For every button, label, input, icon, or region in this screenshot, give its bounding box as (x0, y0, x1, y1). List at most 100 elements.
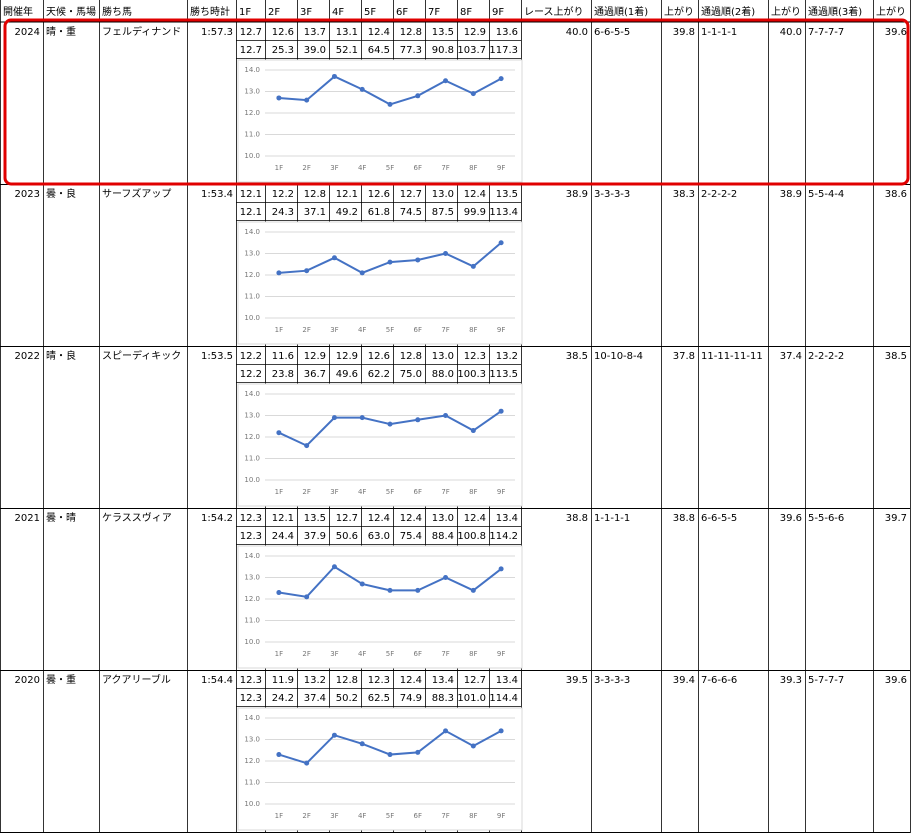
x-tick-label: 6F (414, 812, 422, 820)
x-tick-label: 5F (386, 488, 394, 496)
cumulative-cell: 88.3 (432, 693, 454, 704)
column-header: 6F (396, 7, 408, 18)
x-tick-label: 7F (441, 164, 449, 172)
y-tick-label: 14.0 (244, 228, 260, 236)
lap-point (470, 428, 476, 434)
y-tick-label: 11.0 (244, 131, 260, 139)
x-tick-label: 6F (414, 650, 422, 658)
column-header: 上がり (876, 5, 906, 18)
cell: 38.8 (566, 513, 588, 524)
x-tick-label: 7F (441, 812, 449, 820)
y-tick-label: 12.0 (244, 109, 260, 117)
cell: スピーディキック (102, 349, 181, 362)
lap-cell: 12.4 (400, 675, 422, 686)
x-tick-label: 3F (330, 326, 338, 334)
cell: 39.4 (673, 675, 695, 686)
lap-cell: 13.6 (496, 27, 518, 38)
x-tick-label: 8F (469, 164, 477, 172)
y-tick-label: 13.0 (244, 574, 260, 582)
column-header: レース上がり (524, 5, 584, 18)
cell: アクアリーブル (102, 673, 171, 686)
cell: 曇・重 (46, 673, 76, 686)
lap-cell: 12.3 (240, 675, 262, 686)
cell: 39.5 (566, 675, 588, 686)
cell: 曇・晴 (46, 511, 76, 524)
chart-area (237, 545, 523, 669)
cell: 曇・良 (46, 187, 76, 200)
lap-cell: 12.2 (272, 189, 294, 200)
column-header: 4F (332, 7, 344, 18)
cumulative-cell: 36.7 (304, 369, 326, 380)
lap-point (331, 732, 337, 738)
cell: 1-1-1-1 (701, 27, 737, 38)
y-tick-label: 11.0 (244, 455, 260, 463)
lap-cell: 13.0 (432, 351, 454, 362)
y-tick-label: 11.0 (244, 293, 260, 301)
chart-area (237, 707, 523, 831)
lap-point (331, 73, 337, 79)
cumulative-cell: 88.0 (432, 369, 454, 380)
cumulative-cell: 74.5 (400, 207, 422, 218)
y-tick-label: 13.0 (244, 412, 260, 420)
y-tick-label: 12.0 (244, 595, 260, 603)
cumulative-cell: 12.2 (240, 369, 262, 380)
y-tick-label: 14.0 (244, 552, 260, 560)
cumulative-cell: 87.5 (432, 207, 454, 218)
lap-cell: 12.6 (368, 189, 390, 200)
lap-point (276, 590, 282, 596)
cell: 39.3 (780, 675, 802, 686)
cell: 38.9 (566, 189, 588, 200)
column-header: 5F (364, 7, 376, 18)
column-header: 2F (268, 7, 280, 18)
cumulative-cell: 24.3 (272, 207, 294, 218)
lap-point (498, 566, 504, 572)
cumulative-cell: 37.9 (304, 531, 326, 542)
lap-cell: 12.8 (400, 351, 422, 362)
lap-point (470, 743, 476, 749)
x-tick-label: 3F (330, 164, 338, 172)
lap-point (498, 240, 504, 246)
cell: 37.8 (673, 351, 695, 362)
cell: 7-6-6-6 (701, 675, 737, 686)
cell: 5-5-4-4 (808, 189, 844, 200)
cell: 1:54.2 (201, 513, 233, 524)
column-header: 勝ち時計 (190, 5, 230, 18)
cell: 38.5 (566, 351, 588, 362)
lap-point (443, 78, 449, 84)
lap-cell: 13.5 (432, 27, 454, 38)
cumulative-cell: 12.7 (240, 45, 262, 56)
y-tick-label: 10.0 (244, 152, 260, 160)
lap-point (498, 408, 504, 414)
lap-point (304, 594, 310, 600)
lap-point (498, 728, 504, 734)
y-tick-label: 10.0 (244, 638, 260, 646)
cell: 39.7 (885, 513, 907, 524)
lap-cell: 13.0 (432, 513, 454, 524)
lap-cell: 13.0 (432, 189, 454, 200)
cumulative-cell: 23.8 (272, 369, 294, 380)
cell: 6-6-5-5 (594, 27, 630, 38)
x-tick-label: 9F (497, 812, 505, 820)
lap-point (359, 415, 365, 421)
column-header: 8F (460, 7, 472, 18)
cumulative-cell: 100.3 (457, 369, 486, 380)
lap-point (470, 263, 476, 269)
cumulative-cell: 39.0 (304, 45, 326, 56)
lap-cell: 11.9 (272, 675, 294, 686)
cell: 1:53.4 (201, 189, 233, 200)
cumulative-cell: 62.2 (368, 369, 390, 380)
cell: 40.0 (780, 27, 802, 38)
selection-highlight (3, 18, 910, 186)
lap-cell: 12.3 (240, 513, 262, 524)
lap-point (276, 752, 282, 758)
lap-cell: 12.7 (400, 189, 422, 200)
cumulative-cell: 88.4 (432, 531, 454, 542)
lap-cell: 13.7 (304, 27, 326, 38)
x-tick-label: 1F (275, 326, 283, 334)
lap-point (387, 587, 393, 593)
cell: 2023 (15, 189, 40, 200)
lap-cell: 12.6 (272, 27, 294, 38)
cell: 11-11-11-11 (701, 351, 763, 362)
